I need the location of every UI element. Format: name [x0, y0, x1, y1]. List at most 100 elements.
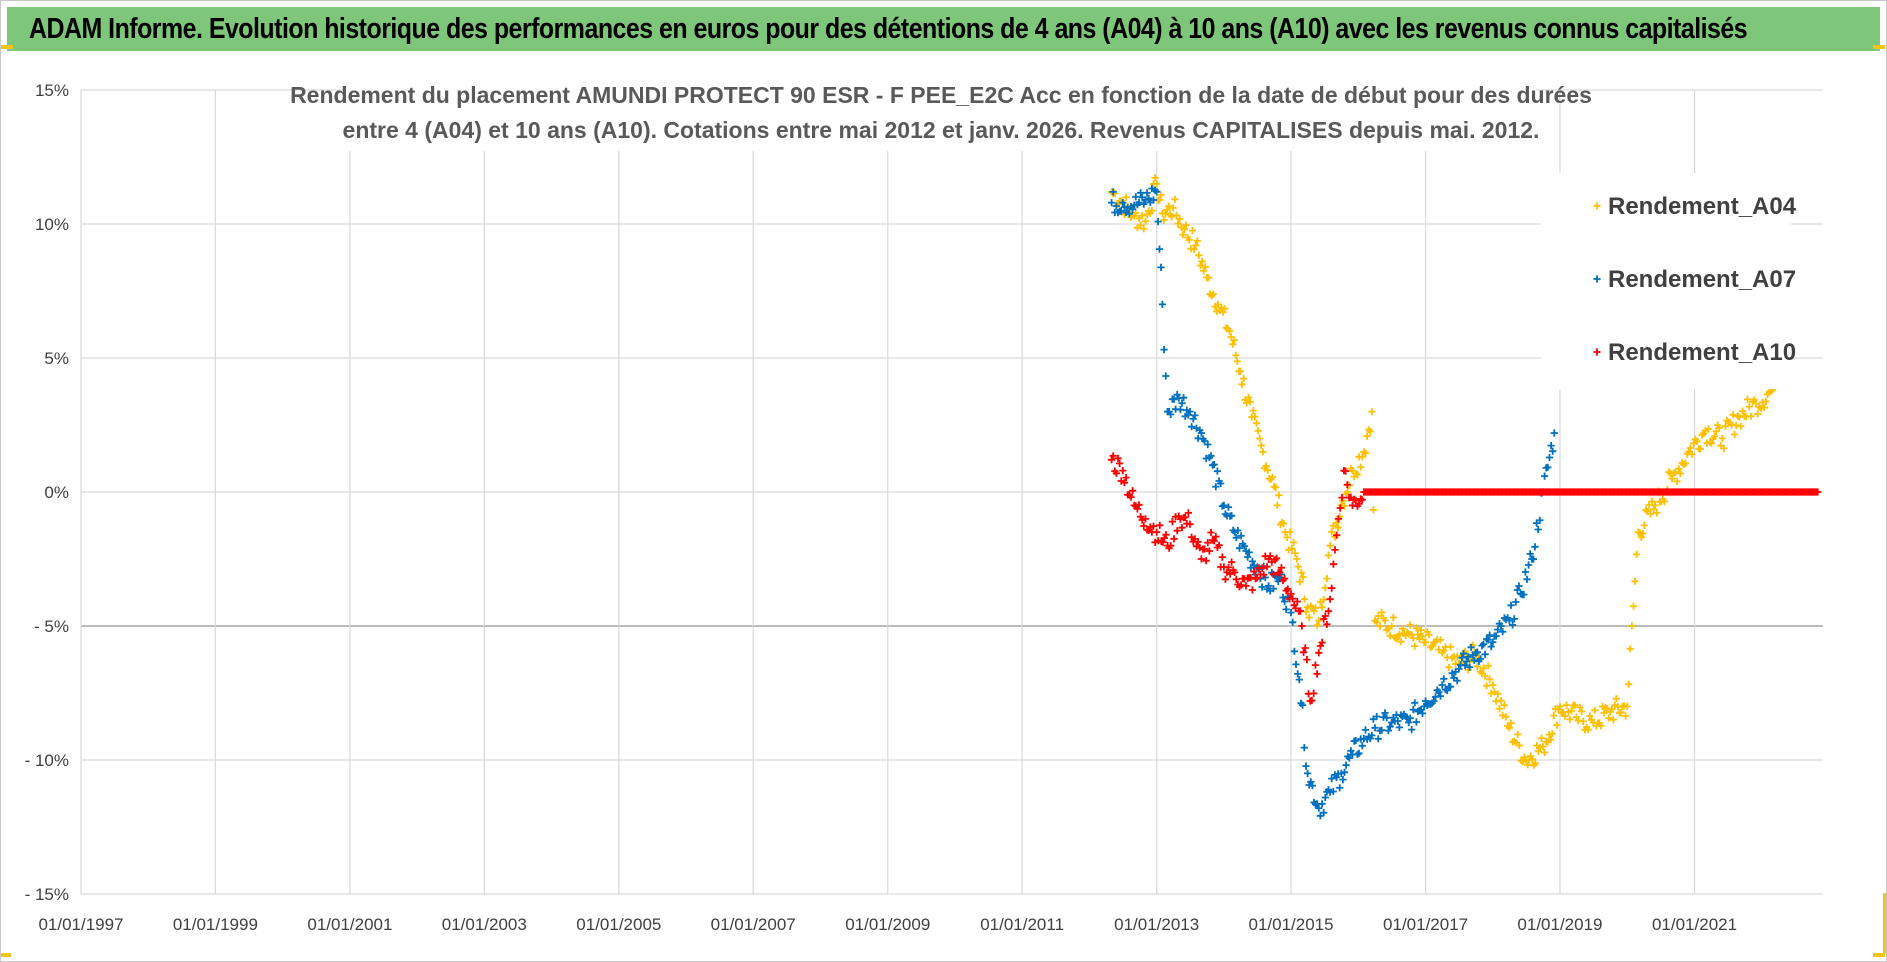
x-tick-label: 01/01/2001 [307, 915, 392, 934]
data-point [1303, 656, 1311, 664]
data-point [1320, 596, 1328, 604]
data-point [1512, 598, 1520, 606]
data-point [1693, 437, 1701, 445]
data-point [1745, 403, 1753, 411]
data-point [1544, 463, 1552, 471]
data-point [1114, 454, 1122, 462]
data-point [1326, 595, 1334, 603]
data-point [1156, 521, 1164, 529]
data-point [1495, 705, 1503, 713]
data-point [1141, 515, 1150, 523]
legend-marker [1593, 202, 1601, 210]
data-point [1265, 582, 1273, 590]
data-point [1338, 494, 1346, 502]
data-point [1334, 515, 1342, 523]
data-point [1479, 664, 1488, 672]
x-tick-label: 01/01/2013 [1114, 915, 1199, 934]
data-point [1242, 582, 1250, 590]
data-point [1754, 410, 1762, 418]
data-point [1422, 638, 1430, 646]
data-point [1201, 263, 1209, 271]
data-point [1176, 406, 1184, 414]
data-point [1275, 491, 1283, 499]
data-point [1571, 701, 1579, 709]
data-point [1300, 648, 1308, 656]
data-point [1312, 604, 1320, 612]
data-point [1228, 512, 1236, 520]
data-point [1688, 450, 1696, 458]
data-point [1386, 723, 1394, 731]
data-point [1300, 595, 1309, 603]
data-point [1639, 529, 1647, 538]
data-point [1455, 665, 1463, 673]
data-point [1125, 210, 1133, 218]
data-point [1197, 555, 1205, 563]
data-point [1157, 263, 1165, 271]
data-point [1291, 549, 1299, 557]
data-point [1388, 622, 1396, 630]
data-point [1301, 644, 1309, 652]
data-point [1584, 726, 1592, 734]
data-point [1651, 501, 1659, 509]
x-tick-label: 01/01/1997 [38, 915, 123, 934]
data-point [1296, 607, 1304, 615]
data-point [1221, 305, 1229, 313]
data-point [1230, 336, 1238, 344]
data-point [1326, 542, 1334, 550]
data-point [1591, 706, 1599, 714]
data-point [1640, 521, 1648, 529]
data-point [1137, 189, 1145, 197]
data-point [1440, 675, 1448, 683]
data-point [1409, 706, 1417, 714]
data-point [1226, 570, 1234, 578]
y-tick-label: 15% [35, 81, 69, 100]
data-point [1369, 506, 1377, 514]
data-point [1329, 560, 1337, 568]
data-point [1321, 793, 1329, 802]
data-point [1520, 591, 1528, 599]
data-point [1295, 676, 1303, 684]
data-point [1553, 721, 1561, 729]
data-point [1358, 496, 1366, 504]
data-point [1484, 662, 1492, 670]
data-point [1252, 419, 1261, 427]
data-point [1547, 736, 1555, 744]
data-point [1207, 528, 1215, 537]
data-point [1178, 524, 1186, 532]
data-point [1281, 597, 1289, 606]
data-point [1201, 545, 1209, 553]
data-point [1212, 533, 1220, 541]
data-point [1686, 444, 1695, 452]
data-point [1324, 551, 1333, 559]
data-point [1256, 434, 1264, 443]
data-point [1473, 662, 1481, 671]
data-point [1186, 408, 1194, 416]
data-point [1489, 638, 1497, 646]
data-point [1671, 468, 1679, 476]
data-point [1340, 768, 1349, 776]
data-point [1384, 727, 1392, 735]
data-point [1648, 497, 1656, 506]
data-point [1494, 690, 1502, 698]
data-point [1665, 468, 1673, 476]
data-point [1509, 621, 1517, 629]
data-point [1310, 689, 1318, 697]
data-point [1336, 784, 1344, 792]
data-point [1167, 542, 1175, 550]
data-point [1541, 472, 1549, 480]
data-point [1446, 683, 1455, 691]
data-point [1168, 213, 1176, 221]
data-point [1534, 747, 1542, 755]
data-point [1721, 422, 1729, 430]
x-tick-label: 01/01/2009 [845, 915, 930, 934]
data-point [1151, 174, 1159, 182]
data-point [1320, 809, 1328, 817]
x-tick-label: 01/01/2019 [1517, 915, 1602, 934]
data-point [1259, 448, 1267, 456]
data-point [1163, 206, 1171, 214]
data-point [1481, 672, 1489, 680]
data-point [1386, 632, 1394, 640]
legend-marker [1593, 275, 1601, 283]
data-point [1586, 712, 1594, 720]
